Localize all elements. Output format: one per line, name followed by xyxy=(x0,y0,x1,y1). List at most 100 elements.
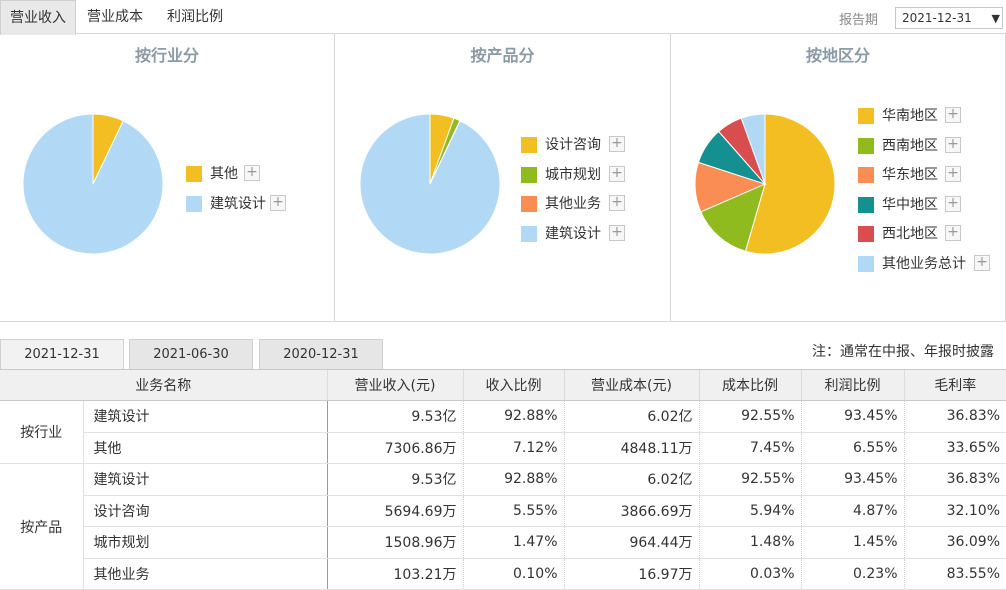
cost-cell: 4848.11万 xyxy=(563,432,699,464)
panel-title: 按地区分 xyxy=(805,46,870,65)
revenue-ratio-cell: 5.55% xyxy=(462,495,564,527)
plus-icon[interactable]: + xyxy=(609,224,625,241)
plus-icon[interactable]: + xyxy=(945,195,961,212)
profit-ratio-cell: 6.55% xyxy=(800,432,904,464)
revenue-ratio-cell: 92.88% xyxy=(462,400,564,433)
revenue-ratio-cell: 92.88% xyxy=(462,463,564,496)
col-header-revenue: 营业收入(元) xyxy=(326,369,463,401)
date-tab-2020-12-31[interactable]: 2020-12-31 xyxy=(259,339,383,370)
legend-label: 设计咨询 xyxy=(545,137,601,153)
legend-label: 其他业务总计 xyxy=(882,255,966,272)
pie-slice[interactable] xyxy=(740,114,766,185)
table-row: 其他业务 103.21万 0.10% 16.97万 0.03% 0.23% 83… xyxy=(0,558,1006,590)
revenue-cell: 5694.69万 xyxy=(326,495,463,527)
cost-ratio-cell: 92.55% xyxy=(698,400,801,433)
revenue-cell: 7306.86万 xyxy=(326,432,463,464)
plus-icon[interactable]: + xyxy=(974,254,990,271)
revenue-cell: 9.53亿 xyxy=(326,463,463,496)
plus-icon[interactable]: + xyxy=(609,165,625,182)
table-header-row: 业务名称 营业收入(元) 收入比例 营业成本(元) 成本比例 利润比例 毛利率 xyxy=(0,369,1006,401)
panel-title: 按产品分 xyxy=(470,46,535,65)
col-header-revenue-ratio: 收入比例 xyxy=(462,369,564,401)
disclosure-note: 注：通常在中报、年报时披露 xyxy=(812,344,994,360)
revenue-cell: 103.21万 xyxy=(326,558,463,590)
cost-cell: 6.02亿 xyxy=(563,400,699,433)
group-label: 按行业 xyxy=(0,400,84,464)
tab-revenue[interactable]: 营业收入 xyxy=(0,0,76,35)
gross-margin-cell: 36.83% xyxy=(903,400,1006,433)
date-tab-2021-12-31[interactable]: 2021-12-31 xyxy=(0,339,124,370)
col-header-gross-margin: 毛利率 xyxy=(903,369,1006,401)
legend-swatch xyxy=(521,196,537,212)
pie-slice[interactable] xyxy=(744,114,835,254)
col-header-profit-ratio: 利润比例 xyxy=(800,369,904,401)
cost-ratio-cell: 0.03% xyxy=(698,558,801,590)
legend-swatch xyxy=(186,166,202,182)
gross-margin-cell: 83.55% xyxy=(903,558,1006,590)
plus-icon[interactable]: + xyxy=(945,136,961,153)
profit-ratio-cell: 93.45% xyxy=(800,463,904,496)
gross-margin-cell: 36.09% xyxy=(903,526,1006,559)
tab-profit-ratio[interactable]: 利润比例 xyxy=(167,9,223,25)
legend-label: 西北地区 xyxy=(882,226,938,242)
cost-cell: 6.02亿 xyxy=(563,463,699,496)
gross-margin-cell: 33.65% xyxy=(903,432,1006,464)
cost-cell: 16.97万 xyxy=(563,558,699,590)
profit-ratio-cell: 93.45% xyxy=(800,400,904,433)
panel-by-industry: 按行业分 其他 + 建筑设计 + xyxy=(0,34,335,322)
cost-ratio-cell: 5.94% xyxy=(698,495,801,527)
legend-label: 其他业务 xyxy=(545,196,601,212)
plus-icon[interactable]: + xyxy=(945,225,961,241)
legend-swatch xyxy=(521,137,537,153)
plus-icon[interactable]: + xyxy=(270,194,286,211)
cost-ratio-cell: 1.48% xyxy=(698,526,801,559)
table-row: 设计咨询 5694.69万 5.55% 3866.69万 5.94% 4.87%… xyxy=(0,495,1006,527)
profit-ratio-cell: 4.87% xyxy=(800,495,904,527)
business-name: 建筑设计 xyxy=(83,463,327,496)
revenue-cell: 1508.96万 xyxy=(326,526,463,559)
business-name: 建筑设计 xyxy=(83,400,327,433)
plus-icon[interactable]: + xyxy=(609,195,625,211)
legend-swatch xyxy=(858,226,874,242)
revenue-ratio-cell: 7.12% xyxy=(462,432,564,464)
revenue-ratio-cell: 1.47% xyxy=(462,526,564,559)
pie-slice[interactable] xyxy=(23,114,163,254)
date-tab-2021-06-30[interactable]: 2021-06-30 xyxy=(129,339,253,370)
legend-label: 西南地区 xyxy=(882,137,938,154)
plus-icon[interactable]: + xyxy=(244,165,260,181)
section-divider xyxy=(0,321,1006,322)
plus-icon[interactable]: + xyxy=(945,166,961,182)
legend-swatch xyxy=(858,196,874,213)
revenue-ratio-cell: 0.10% xyxy=(462,558,564,590)
legend-label: 华南地区 xyxy=(882,108,938,124)
legend-swatch xyxy=(521,225,537,242)
plus-icon[interactable]: + xyxy=(609,136,625,152)
business-name: 城市规划 xyxy=(83,526,327,559)
legend-swatch xyxy=(858,108,874,124)
panel-by-region: 按地区分 华南地区 + 西南地区 + 华东地区 + 华中地区 + 西北地区 + 其他业务总计 + xyxy=(671,34,1006,322)
cost-ratio-cell: 92.55% xyxy=(698,463,801,496)
col-header-business: 业务名称 xyxy=(0,369,327,401)
legend-label: 华中地区 xyxy=(882,196,938,213)
legend-label: 建筑设计 xyxy=(210,195,266,212)
gross-margin-cell: 36.83% xyxy=(903,463,1006,496)
profit-ratio-cell: 1.45% xyxy=(800,526,904,559)
tab-cost[interactable]: 营业成本 xyxy=(87,9,143,25)
report-period-select[interactable]: 2021-12-31 ▼ xyxy=(895,7,1003,29)
report-period-label: 报告期 xyxy=(839,13,879,28)
cost-cell: 3866.69万 xyxy=(563,495,699,527)
table-row: 按产品 建筑设计 9.53亿 92.88% 6.02亿 92.55% 93.45… xyxy=(0,463,1006,590)
panel-title: 按行业分 xyxy=(134,46,199,65)
legend-label: 建筑设计 xyxy=(545,225,601,242)
business-name: 其他业务 xyxy=(83,558,327,590)
plus-icon[interactable]: + xyxy=(945,107,961,123)
pie-slice[interactable] xyxy=(700,183,766,252)
industry-pie-chart xyxy=(23,114,163,254)
legend-swatch xyxy=(858,255,874,272)
legend-label: 华东地区 xyxy=(882,167,938,183)
product-pie-chart xyxy=(360,114,500,254)
pie-slice[interactable] xyxy=(360,114,500,254)
legend-swatch xyxy=(186,195,202,212)
profit-ratio-cell: 0.23% xyxy=(800,558,904,590)
top-tab-bar: 营业收入 营业成本 利润比例 报告期 2021-12-31 ▼ xyxy=(0,0,1006,35)
